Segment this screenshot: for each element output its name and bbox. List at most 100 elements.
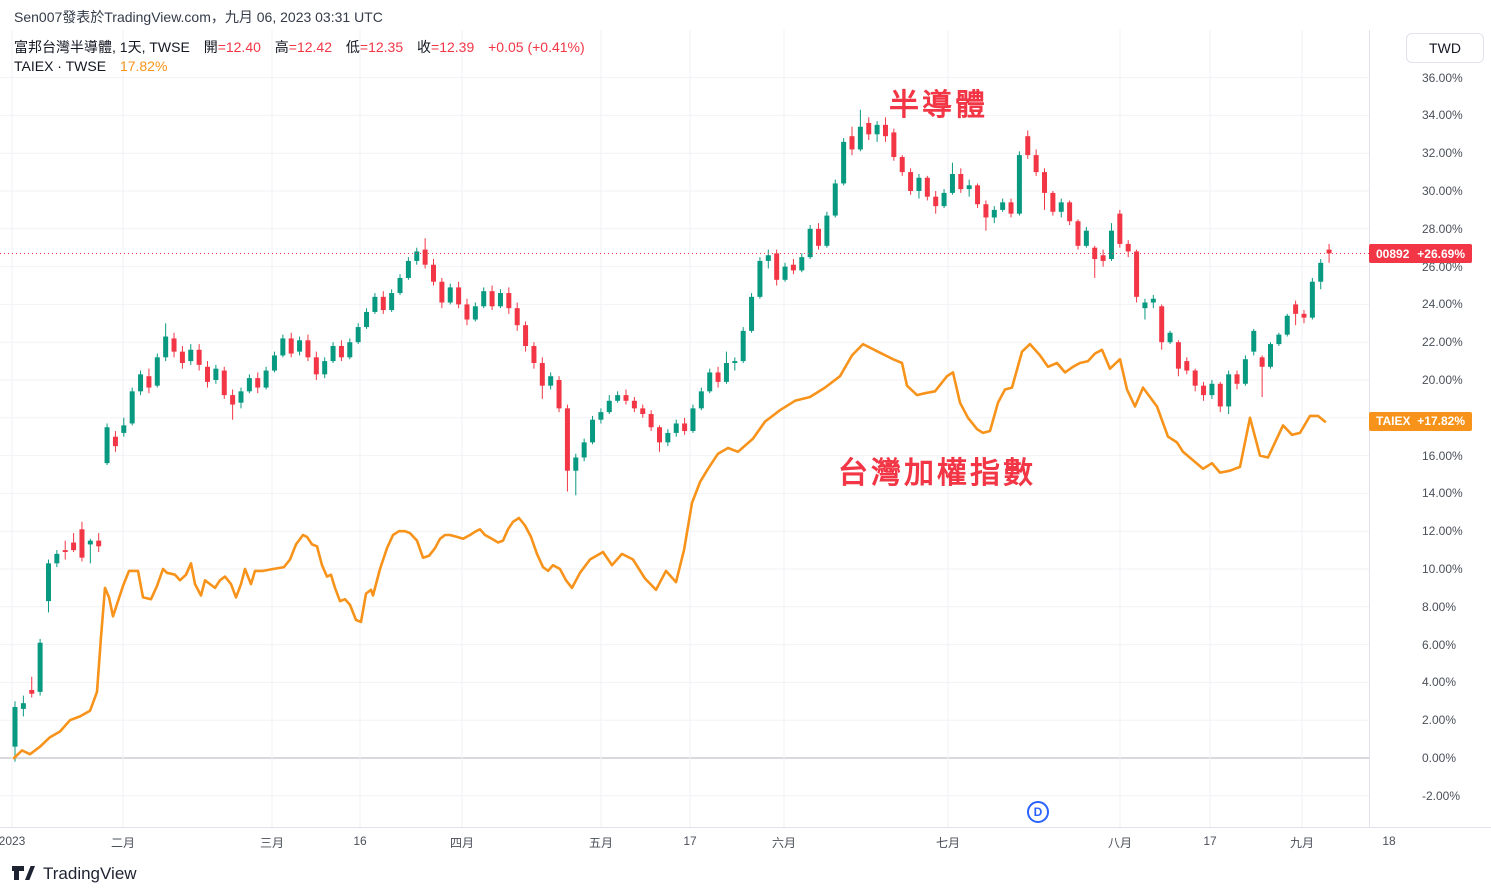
candle-body — [305, 340, 311, 358]
candle-body — [1058, 202, 1064, 212]
candle-body — [682, 423, 688, 432]
price-axis-label: 22.00% — [1422, 335, 1463, 350]
candle-body — [297, 340, 303, 352]
candle-body — [129, 391, 135, 424]
price-axis-label: -2.00% — [1422, 788, 1461, 803]
candle-body — [707, 372, 713, 392]
candle-body — [1284, 315, 1290, 335]
candle-body — [941, 192, 947, 207]
candle-body — [1201, 385, 1207, 396]
annotation-semiconductor: 半導體 — [889, 89, 988, 122]
candle-body — [816, 228, 822, 246]
price-axis-label: 2.00% — [1422, 713, 1457, 728]
time-axis-label: 二月 — [110, 836, 136, 850]
candle-body — [1318, 262, 1324, 282]
candle-body — [489, 291, 495, 307]
compare-symbol[interactable]: TAIEX · TWSE — [14, 58, 107, 74]
badge-symbol: 00892 — [1376, 246, 1410, 261]
candle-body — [1175, 342, 1181, 369]
price-axis-label: 8.00% — [1422, 599, 1457, 614]
time-axis-label: 五月 — [588, 836, 614, 850]
price-axis-label: 30.00% — [1422, 184, 1463, 198]
candle-body — [87, 540, 93, 545]
currency-button[interactable]: TWD — [1406, 33, 1484, 63]
ohlc-open: 開=12.40 — [203, 39, 261, 55]
time-axis-label: 八月 — [1107, 836, 1133, 850]
candle-body — [774, 253, 780, 280]
candle-body — [414, 251, 420, 261]
candle-body — [213, 368, 219, 380]
candle-body — [96, 540, 102, 547]
candle-body — [949, 173, 955, 193]
candle-body — [556, 380, 562, 409]
badge-symbol: TAIEX — [1376, 414, 1411, 429]
candle-body — [874, 124, 880, 135]
candle-body — [1033, 155, 1039, 173]
candle-body — [322, 361, 328, 375]
tradingview-attribution[interactable]: TradingView — [12, 864, 137, 884]
price-axis-label: 34.00% — [1422, 108, 1463, 123]
candle-body — [924, 177, 930, 197]
candle-body — [464, 304, 470, 320]
candle-body — [1016, 155, 1022, 214]
tradingview-logo-icon — [12, 865, 35, 880]
candle-body — [1075, 221, 1081, 246]
tradingview-brand-text: TradingView — [43, 864, 137, 883]
candle-body — [975, 185, 981, 205]
candle-body — [330, 345, 336, 362]
candle-body — [1134, 251, 1140, 297]
candle-body — [205, 366, 211, 382]
candle-body — [380, 296, 386, 311]
candle-body — [1100, 255, 1106, 261]
candle-body — [112, 436, 118, 447]
candle-body — [288, 338, 294, 354]
candle-body — [246, 378, 252, 392]
compare-change: 17.82% — [119, 58, 168, 74]
candle-body — [1008, 202, 1014, 214]
candle-body — [564, 408, 570, 471]
candle-body — [991, 209, 997, 218]
candle-body — [665, 432, 671, 443]
candle-body — [891, 132, 897, 157]
ohlc-high: 高=12.42 — [274, 39, 333, 55]
candle-body — [523, 325, 529, 346]
candle-body — [238, 391, 244, 403]
time-axis-label: 六月 — [771, 836, 797, 850]
time-axis-label: 三月 — [259, 836, 285, 850]
time-axis-label: 七月 — [935, 836, 961, 850]
candle-body — [841, 141, 847, 184]
candle-body — [631, 400, 637, 409]
candle-body — [757, 260, 763, 297]
symbol-name[interactable]: 富邦台灣半導體, 1天, TWSE — [14, 39, 190, 55]
candle-body — [1217, 383, 1223, 407]
candle-body — [481, 291, 487, 307]
candle-body — [54, 553, 60, 564]
candle-body — [138, 374, 144, 392]
candle-body — [640, 408, 646, 415]
candle-body — [1293, 304, 1299, 314]
time-axis-label: 17 — [683, 834, 697, 848]
candle-body — [916, 177, 922, 191]
badge-value: +26.69% — [1417, 246, 1465, 261]
candle-body — [1142, 302, 1148, 309]
candle-body — [740, 330, 746, 362]
candle-body — [615, 395, 621, 401]
candle-body — [372, 296, 378, 312]
candle-body — [1150, 298, 1156, 303]
candle-body — [1301, 313, 1307, 318]
candle-body — [1326, 249, 1332, 254]
candle-body — [1159, 306, 1165, 343]
candle-body — [581, 442, 587, 458]
candle-body — [456, 287, 462, 305]
interval-marker-button[interactable]: D — [1027, 801, 1049, 823]
candle-body — [255, 378, 261, 388]
annotation-taiex: 台灣加權指數 — [838, 457, 1036, 490]
candle-body — [20, 703, 26, 709]
candle-body — [673, 423, 679, 433]
candle-body — [1184, 361, 1190, 371]
candle-body — [45, 563, 51, 602]
price-axis-label: 32.00% — [1422, 146, 1463, 161]
candle-body — [347, 342, 353, 358]
